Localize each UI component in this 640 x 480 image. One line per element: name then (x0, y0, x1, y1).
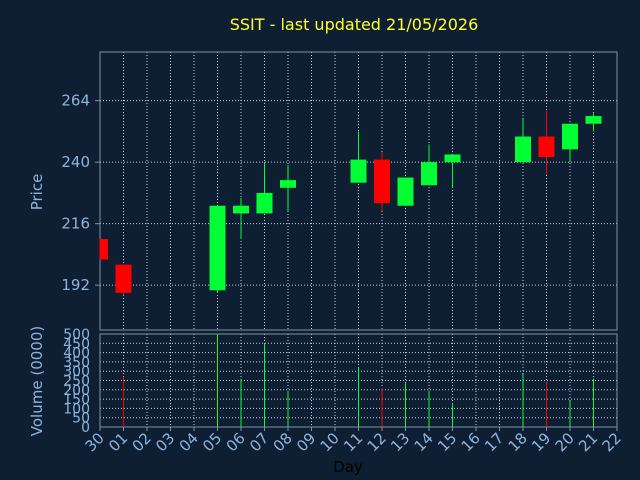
chart-title: SSIT - last updated 21/05/2026 (230, 15, 479, 34)
price-tick-label: 216 (61, 215, 90, 233)
day-tick-label: 05 (199, 429, 225, 455)
candle-body (538, 136, 555, 158)
day-tick-label: 19 (528, 429, 554, 455)
candle-body (209, 205, 226, 291)
day-tick-label: 21 (575, 429, 601, 455)
day-tick-label: 12 (364, 429, 390, 455)
volume-tick-label: 500 (63, 327, 90, 343)
day-tick-label: 11 (340, 429, 366, 455)
candle-body (397, 177, 414, 206)
volume-axis-label: Volume (0000) (28, 326, 46, 436)
candle-body (421, 162, 437, 186)
price-axis-label: Price (28, 174, 46, 211)
volume-tick-label: 50 (72, 411, 90, 427)
candle-body (585, 116, 602, 124)
price-tick-label: 264 (61, 92, 90, 110)
day-tick-label: 17 (481, 429, 507, 455)
volume-tick-label: 250 (63, 374, 90, 390)
volume-tick-label: 350 (63, 355, 90, 371)
day-tick-label: 14 (411, 429, 437, 455)
day-tick-label: 22 (599, 429, 625, 455)
price-tick-label: 192 (61, 276, 90, 294)
candle-body (444, 154, 461, 163)
day-tick-label: 04 (176, 429, 202, 455)
day-tick-label: 16 (458, 429, 484, 455)
volume-tick-label: 150 (63, 392, 90, 408)
candle-body (256, 192, 273, 214)
volume-tick-label: 450 (63, 336, 90, 352)
volume-tick-label: 0 (81, 420, 90, 436)
candle-layer (99, 110, 602, 296)
day-tick-label: 02 (129, 429, 155, 455)
candle-body (100, 239, 108, 260)
day-tick-label: 10 (317, 429, 343, 455)
day-tick-label: 18 (505, 429, 531, 455)
price-panel-frame (99, 51, 618, 331)
day-tick-label: 06 (223, 429, 249, 455)
price-tick-label: 240 (61, 153, 90, 171)
day-tick-label: 08 (270, 429, 296, 455)
candle-body (562, 123, 578, 150)
day-tick-label: 15 (434, 429, 460, 455)
day-tick-label: 09 (293, 429, 319, 455)
day-tick-label: 20 (552, 429, 578, 455)
x-axis-label: Day (333, 458, 363, 476)
day-tick-label: 13 (387, 429, 413, 455)
candle-body (233, 205, 249, 214)
volume-tick-label: 100 (63, 401, 90, 417)
volume-tick-label: 300 (63, 364, 90, 380)
candle-body (115, 264, 132, 293)
volume-tick-label: 200 (63, 383, 90, 399)
day-tick-label: 07 (246, 429, 272, 455)
day-tick-label: 01 (105, 429, 131, 455)
volume-layer (123, 334, 594, 427)
day-tick-label: 03 (152, 429, 178, 455)
candle-body (350, 159, 367, 183)
candle-body (515, 136, 531, 163)
candle-body (280, 180, 296, 188)
volume-tick-label: 400 (63, 346, 90, 362)
candle-body (374, 159, 390, 204)
